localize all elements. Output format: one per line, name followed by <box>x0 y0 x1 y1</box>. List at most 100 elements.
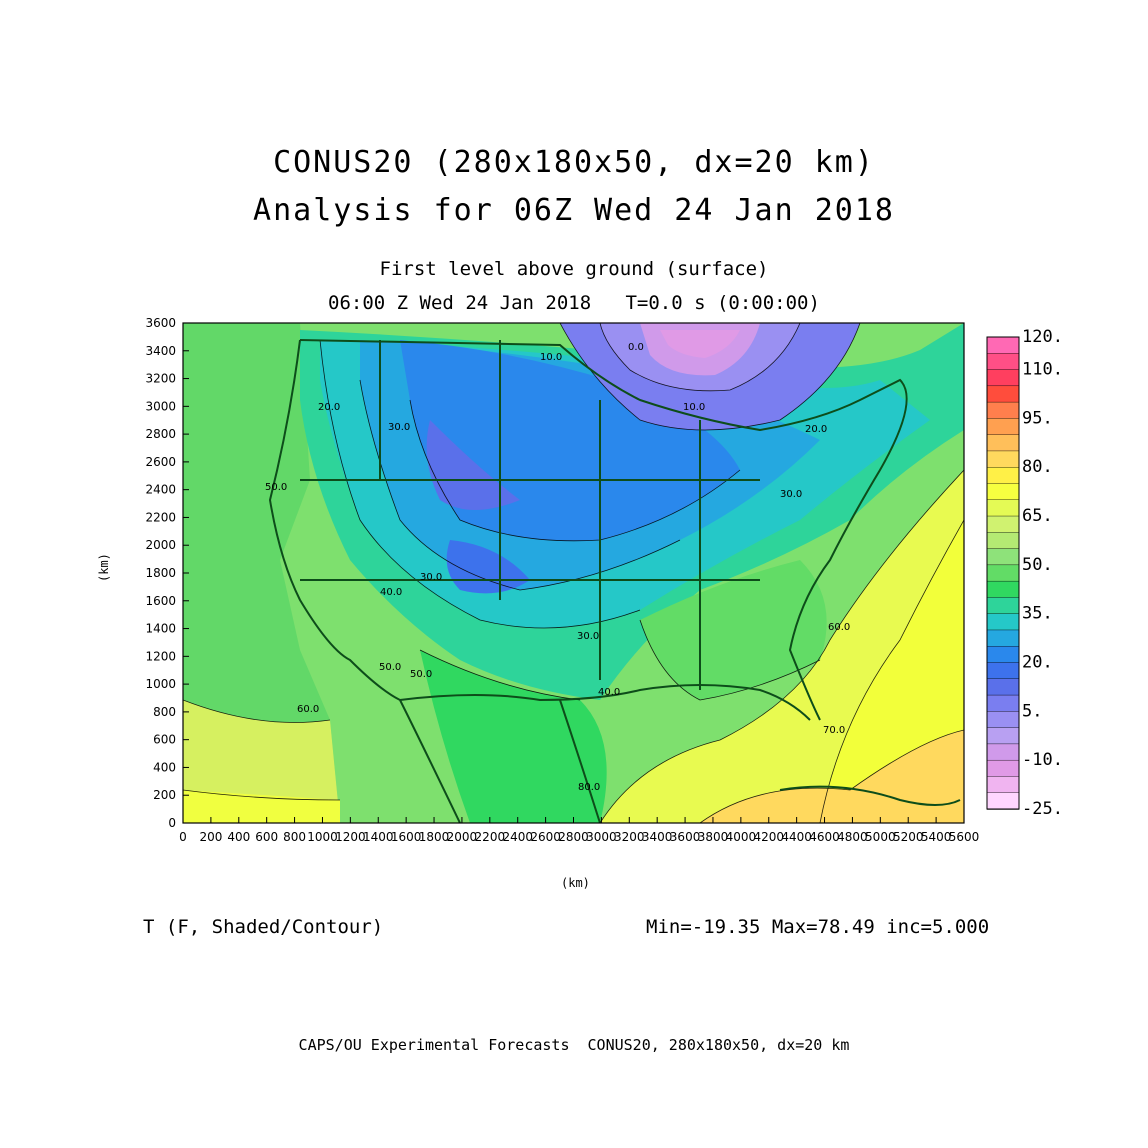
x-tick-label: 3000 <box>586 830 617 844</box>
colorbar-swatch <box>986 776 1020 794</box>
contour-label: 10.0 <box>540 352 562 363</box>
colorbar-swatch <box>986 336 1020 354</box>
x-tick-label: 1600 <box>391 830 422 844</box>
x-tick-label: 2800 <box>558 830 589 844</box>
contour-label: 50.0 <box>410 669 432 680</box>
y-tick-label: 3400 <box>145 344 176 358</box>
colorbar-swatch <box>986 580 1020 599</box>
colorbar-swatch <box>986 467 1020 485</box>
colorbar-swatch <box>986 369 1020 387</box>
x-axis: 0 200 400 600 800 100012001400160018002000220… <box>179 817 979 844</box>
y-tick-label: 1200 <box>145 649 176 663</box>
y-tick-label: 3200 <box>145 372 176 386</box>
x-tick-label: 2000 <box>447 830 478 844</box>
x-tick-label: 4400 <box>781 830 812 844</box>
x-tick-label: 5000 <box>865 830 896 844</box>
colorbar-swatch <box>986 759 1020 778</box>
y-tick-label: 1800 <box>145 566 176 580</box>
colorbar-swatch <box>986 532 1020 550</box>
colorbar-label: -10. <box>1022 750 1063 770</box>
contour-label: 50.0 <box>379 662 401 673</box>
colorbar-label: 120. <box>1022 327 1063 347</box>
colorbar-swatch <box>986 597 1020 615</box>
colorbar-swatch <box>986 743 1020 761</box>
colorbar-swatch <box>986 450 1020 468</box>
x-tick-label: 4000 <box>726 830 757 844</box>
colorbar-swatch <box>986 792 1020 810</box>
x-tick-label: 400 <box>227 830 250 844</box>
contour-label: 40.0 <box>598 687 620 698</box>
x-tick-label: 3400 <box>642 830 673 844</box>
y-tick-label: 3000 <box>145 399 176 413</box>
y-tick-label: 2800 <box>145 427 176 441</box>
x-tick-label: 2400 <box>502 830 533 844</box>
contour-label: 30.0 <box>577 631 599 642</box>
contour-label: 30.0 <box>780 489 802 500</box>
colorbar-swatch <box>986 564 1020 582</box>
contour-label: 10.0 <box>683 402 705 413</box>
contour-label: 20.0 <box>318 402 340 413</box>
contour-label: 50.0 <box>265 482 287 493</box>
contour-label: 40.0 <box>380 587 402 598</box>
y-tick-label: 2600 <box>145 455 176 469</box>
y-tick-label: 800 <box>153 705 176 719</box>
colorbar-swatch <box>986 548 1020 566</box>
level-subtitle: First level above ground (surface) <box>379 258 769 280</box>
x-tick-label: 800 <box>283 830 306 844</box>
field-stats: Min=-19.35 Max=78.49 inc=5.000 <box>646 916 990 938</box>
y-tick-label: 400 <box>153 760 176 774</box>
x-tick-label: 3800 <box>698 830 729 844</box>
contour-label: 70.0 <box>823 725 845 736</box>
colorbar-label: 65. <box>1022 506 1053 526</box>
x-tick-label: 600 <box>255 830 278 844</box>
colorbar-swatch <box>986 515 1020 534</box>
colorbar-swatch <box>986 401 1020 420</box>
contour-label: 60.0 <box>297 704 319 715</box>
contour-label: 80.0 <box>578 782 600 793</box>
x-tick-label: 4800 <box>837 830 868 844</box>
x-tick-label: 3600 <box>670 830 701 844</box>
colorbar-swatch <box>986 353 1020 371</box>
valid-time-subtitle: 06:00 Z Wed 24 Jan 2018 T=0.0 s (0:00:00… <box>328 292 820 314</box>
colorbar-swatch <box>986 385 1020 403</box>
y-tick-label: 3600 <box>145 316 176 330</box>
x-tick-label: 1200 <box>335 830 366 844</box>
y-tick-label: 2400 <box>145 483 176 497</box>
contour-labels: 10.0 0.0 10.0 20.0 30.0 30.0 20.0 30.0 30.0 40.0 4… <box>265 342 850 793</box>
x-tick-label: 1000 <box>307 830 338 844</box>
colorbar-label: 50. <box>1022 555 1053 575</box>
x-tick-label: 5400 <box>921 830 952 844</box>
footer-credit: CAPS/OU Experimental Forecasts CONUS20, … <box>298 1036 850 1054</box>
y-tick-label: 1600 <box>145 594 176 608</box>
colorbar-swatch <box>986 694 1020 713</box>
colorbar-label: 35. <box>1022 604 1053 624</box>
colorbar-label: 110. <box>1022 360 1063 380</box>
colorbar-label: 20. <box>1022 653 1053 673</box>
colorbar-swatch <box>986 711 1020 729</box>
contour-label: 0.0 <box>628 342 644 353</box>
x-tick-label: 200 <box>199 830 222 844</box>
x-tick-label: 2600 <box>530 830 561 844</box>
contour-label: 20.0 <box>805 424 827 435</box>
y-tick-label: 200 <box>153 788 176 802</box>
colorbar-label: -25. <box>1022 799 1063 819</box>
colorbar-swatch <box>986 613 1020 631</box>
temperature-field <box>183 323 964 823</box>
x-tick-label: 4600 <box>809 830 840 844</box>
colorbar-swatch <box>986 678 1020 696</box>
y-tick-label: 0 <box>168 816 176 830</box>
contour-label: 60.0 <box>828 622 850 633</box>
colorbar-swatch <box>986 418 1020 436</box>
x-tick-label: 5200 <box>893 830 924 844</box>
colorbar: 120. 110. 95. 80. 65. 50. 35. 20. 5. -10. -25. <box>986 327 1063 819</box>
y-tick-label: 1000 <box>145 677 176 691</box>
map-title-line2: Analysis for 06Z Wed 24 Jan 2018 <box>253 193 895 228</box>
colorbar-swatch <box>986 499 1020 517</box>
y-tick-label: 600 <box>153 733 176 747</box>
x-axis-label: (km) <box>561 876 590 890</box>
colorbar-label: 80. <box>1022 457 1053 477</box>
colorbar-swatch <box>986 629 1020 647</box>
y-axis: 0 200 400 600 800 1000 1200 1400 1600 1800 2000 220… <box>145 316 189 830</box>
x-tick-label: 3200 <box>614 830 645 844</box>
